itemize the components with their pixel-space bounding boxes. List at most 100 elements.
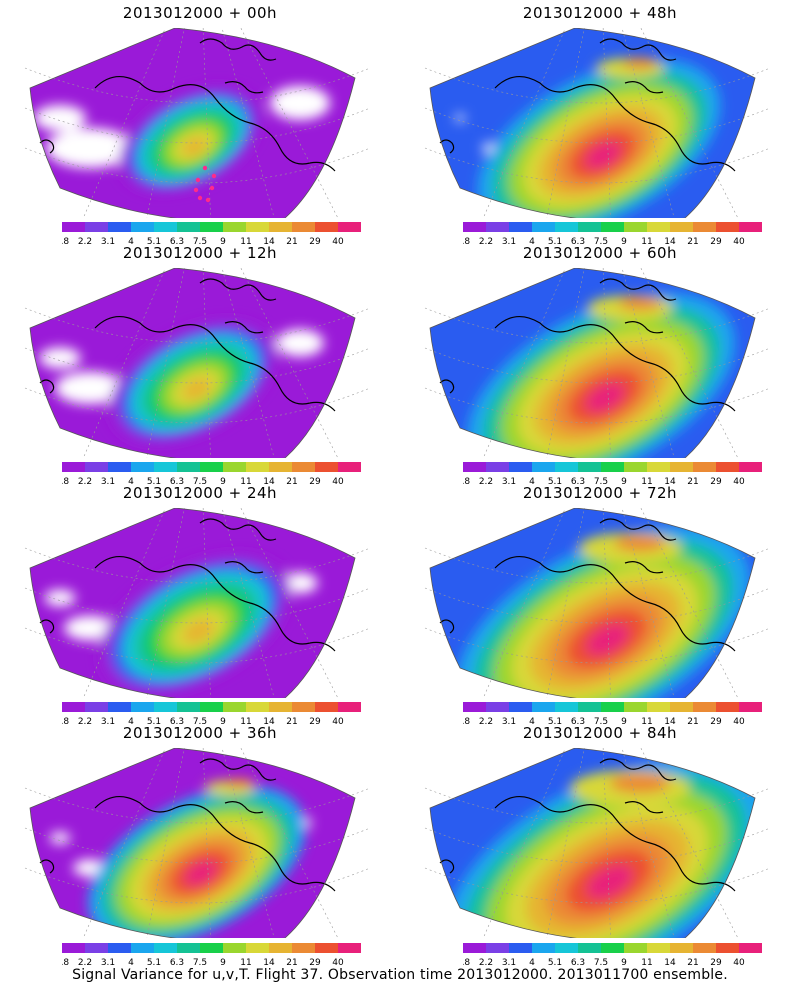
colorbar-swatch — [463, 462, 486, 472]
colorbar-swatch — [154, 702, 177, 712]
colorbar-swatch — [624, 943, 647, 953]
panel-title: 2013012000 + 72h — [522, 484, 678, 502]
variance-map — [24, 28, 371, 218]
colorbar: 1.8 2.2 3.1 4 5.1 6.3 7.5 9 11 14 21 29 40 — [55, 222, 362, 252]
colorbar-label: 9 — [621, 237, 627, 247]
colorbar-swatch — [200, 462, 223, 472]
colorbar-swatch — [338, 943, 361, 953]
map-panel-00h: 2013012000 + 00h — [0, 0, 400, 240]
colorbar-label: 2.2 — [479, 477, 493, 487]
colorbar-swatch — [223, 462, 246, 472]
panel-title: 2013012000 + 00h — [122, 4, 278, 22]
map-panel-60h: 2013012000 + 60h — [400, 240, 800, 480]
colorbar-swatch — [223, 943, 246, 953]
colorbar: 1.8 2.2 3.1 4 5.1 6.3 7.5 9 11 14 21 29 40 — [456, 222, 763, 252]
colorbar-swatch — [624, 222, 647, 232]
colorbar-swatch — [693, 702, 716, 712]
colorbar-swatch — [131, 222, 154, 232]
colorbar-swatch — [223, 222, 246, 232]
colorbar-label: 9 — [220, 237, 226, 247]
colorbar-swatch — [739, 462, 762, 472]
colorbar: 1.8 2.2 3.1 4 5.1 6.3 7.5 9 11 14 21 29 40 — [55, 702, 362, 732]
colorbar-swatch — [693, 462, 716, 472]
colorbar-swatch — [624, 462, 647, 472]
colorbar-label: 9 — [621, 717, 627, 727]
panel-title: 2013012000 + 48h — [522, 4, 678, 22]
colorbar-swatch — [85, 222, 108, 232]
map-panel-72h: 2013012000 + 72h — [400, 480, 800, 720]
colorbar-label: 21 — [286, 717, 297, 727]
colorbar: 1.8 2.2 3.1 4 5.1 6.3 7.5 9 11 14 21 29 40 — [55, 943, 362, 973]
colorbar-label: 21 — [687, 958, 698, 968]
colorbar-label: 21 — [687, 717, 698, 727]
colorbar: 1.8 2.2 3.1 4 5.1 6.3 7.5 9 11 14 21 29 40 — [456, 943, 763, 973]
colorbar-label: 7.5 — [594, 237, 608, 247]
colorbar-label: 6.3 — [571, 958, 585, 968]
colorbar-swatch — [532, 943, 555, 953]
colorbar-swatch — [177, 462, 200, 472]
variance-field — [430, 508, 755, 698]
colorbar-swatch — [601, 702, 624, 712]
colorbar-label: 11 — [641, 717, 652, 727]
colorbar-swatch — [647, 702, 670, 712]
colorbar-label: 14 — [664, 958, 676, 968]
observation-point — [197, 195, 203, 201]
colorbar-label: 40 — [332, 717, 344, 727]
colorbar-swatch — [338, 702, 361, 712]
colorbar-swatch — [269, 222, 292, 232]
colorbar-swatch — [716, 702, 739, 712]
colorbar-swatch — [154, 943, 177, 953]
observation-point — [193, 187, 199, 193]
colorbar-label: 3.1 — [502, 717, 516, 727]
colorbar-label: 4 — [529, 958, 535, 968]
colorbar-swatch — [223, 702, 246, 712]
colorbar-swatch — [509, 702, 532, 712]
map-panel-12h: 2013012000 + 12h — [0, 240, 400, 480]
colorbar-label: 2.2 — [78, 717, 92, 727]
panel-title: 2013012000 + 36h — [122, 724, 278, 742]
colorbar-swatch — [601, 462, 624, 472]
colorbar-label: 40 — [332, 477, 344, 487]
colorbar-label: 5.1 — [147, 477, 161, 487]
colorbar-label: 29 — [710, 237, 722, 247]
colorbar-label: 7.5 — [594, 477, 608, 487]
colorbar-label: 40 — [332, 958, 344, 968]
colorbar-label: 5.1 — [548, 717, 562, 727]
colorbar-label: 14 — [664, 237, 676, 247]
colorbar-swatch — [269, 462, 292, 472]
colorbar-label: 29 — [309, 958, 321, 968]
colorbar-label: 6.3 — [571, 477, 585, 487]
colorbar-label: 14 — [263, 958, 275, 968]
colorbar-swatch — [177, 943, 200, 953]
colorbar-label: 6.3 — [571, 717, 585, 727]
map-panel-48h: 2013012000 + 48h — [400, 0, 800, 240]
colorbar-swatch — [670, 702, 693, 712]
panel-title: 2013012000 + 84h — [522, 724, 678, 742]
colorbar-label: 1.8 — [62, 958, 69, 968]
colorbar-swatch — [647, 462, 670, 472]
variance-field — [430, 268, 755, 458]
variance-field — [30, 508, 355, 698]
colorbar-label: 40 — [332, 237, 344, 247]
colorbar-swatch — [670, 222, 693, 232]
colorbar-swatch — [509, 462, 532, 472]
colorbar-swatch — [246, 462, 269, 472]
observation-point — [202, 165, 208, 171]
colorbar-label: 40 — [733, 237, 745, 247]
colorbar-label: 29 — [309, 237, 321, 247]
panel-title: 2013012000 + 24h — [122, 484, 278, 502]
observation-point — [211, 173, 217, 179]
colorbar-label: 1.8 — [62, 237, 69, 247]
colorbar-label: 29 — [309, 717, 321, 727]
colorbar-swatch — [716, 222, 739, 232]
colorbar-swatch — [200, 943, 223, 953]
variance-field — [30, 268, 355, 458]
variance-field — [30, 748, 355, 938]
colorbar-label: 5.1 — [548, 958, 562, 968]
colorbar-swatch — [131, 943, 154, 953]
colorbar-label: 2.2 — [479, 237, 493, 247]
colorbar-swatch — [154, 462, 177, 472]
colorbar-label: 9 — [220, 477, 226, 487]
colorbar-swatch — [624, 702, 647, 712]
colorbar-swatch — [131, 462, 154, 472]
